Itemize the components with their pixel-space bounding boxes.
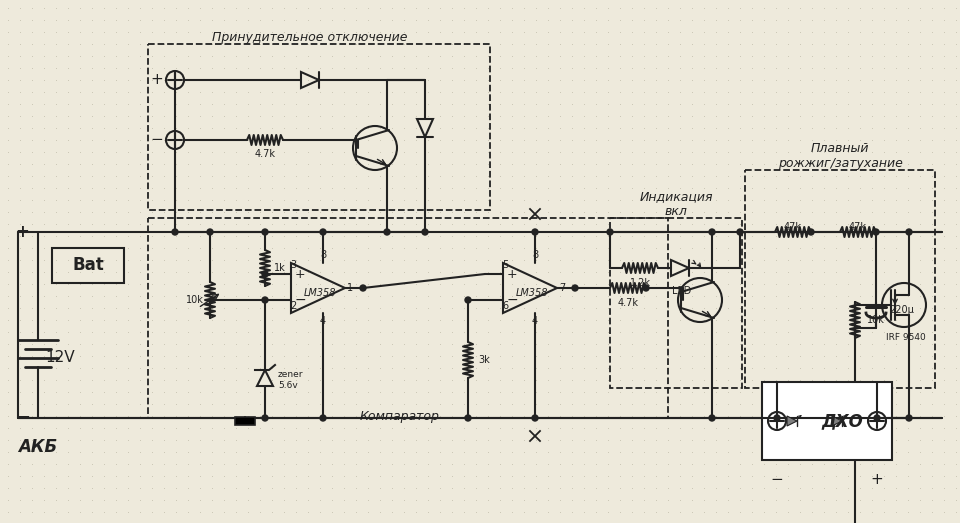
Bar [52,248,124,283]
Text: IRF 9540: IRF 9540 [886,333,925,342]
Text: +: + [871,472,883,487]
Circle shape [262,415,268,421]
Text: ДХО: ДХО [821,412,863,430]
Text: −: − [771,472,783,487]
Circle shape [532,415,538,421]
Circle shape [873,229,879,235]
Text: 5: 5 [502,260,508,270]
Circle shape [262,297,268,303]
Circle shape [737,229,743,235]
Text: Принудительное отключение: Принудительное отключение [212,31,408,44]
Circle shape [320,415,326,421]
Text: 4: 4 [532,316,538,326]
Circle shape [709,229,715,235]
Bar [745,170,935,388]
Circle shape [360,285,366,291]
Circle shape [262,271,268,277]
Bar [148,218,668,418]
Text: Индикация
вкл: Индикация вкл [639,190,712,218]
Circle shape [465,415,471,421]
Circle shape [262,229,268,235]
Text: 3: 3 [290,260,296,270]
Circle shape [172,229,178,235]
Text: 4.7k: 4.7k [254,149,276,159]
Bar [610,218,742,388]
Circle shape [384,229,390,235]
Text: +: + [151,73,163,87]
Text: +: + [295,267,305,280]
Text: 10k: 10k [186,295,204,305]
Text: 4.7k: 4.7k [617,298,638,308]
Circle shape [207,229,213,235]
Circle shape [465,297,471,303]
Text: −: − [15,409,30,427]
Text: Компаратор: Компаратор [360,410,440,423]
Text: 1: 1 [347,283,353,293]
Text: +: + [507,267,517,280]
Text: 1.2k: 1.2k [630,278,651,288]
Text: 220µ: 220µ [889,305,914,315]
Circle shape [709,415,715,421]
Circle shape [320,229,326,235]
Circle shape [808,229,814,235]
Text: 4: 4 [320,316,326,326]
Circle shape [532,229,538,235]
Text: 47k: 47k [784,222,802,232]
Text: 8: 8 [532,250,538,260]
Text: АКБ: АКБ [18,438,58,456]
Text: 10k: 10k [867,315,885,325]
Text: 6: 6 [502,301,508,311]
Polygon shape [787,416,797,426]
Text: +: + [15,223,29,241]
Circle shape [906,415,912,421]
Text: Плавный
рожжиг/затухание: Плавный рожжиг/затухание [778,142,902,170]
Text: −: − [294,293,306,307]
Text: 1k: 1k [274,263,286,273]
Circle shape [643,285,649,291]
Text: LM358: LM358 [303,288,336,298]
Bar [148,44,490,210]
Circle shape [422,229,428,235]
Text: 3k: 3k [478,355,490,365]
Text: LM358: LM358 [516,288,548,298]
Text: Bat: Bat [72,256,104,274]
Text: 7: 7 [559,283,565,293]
Bar [762,382,892,460]
Text: zener
5.6v: zener 5.6v [278,370,303,390]
Text: LED: LED [672,286,691,296]
Circle shape [572,285,578,291]
Circle shape [607,229,613,235]
Circle shape [874,415,880,421]
Circle shape [774,415,780,421]
Text: 8: 8 [320,250,326,260]
Text: −: − [151,132,163,147]
Text: 12V: 12V [45,350,75,366]
Bar [235,417,255,425]
Text: 47k: 47k [849,222,867,232]
Circle shape [906,229,912,235]
Polygon shape [832,416,842,426]
Text: −: − [506,293,517,307]
Text: 2: 2 [290,301,296,311]
